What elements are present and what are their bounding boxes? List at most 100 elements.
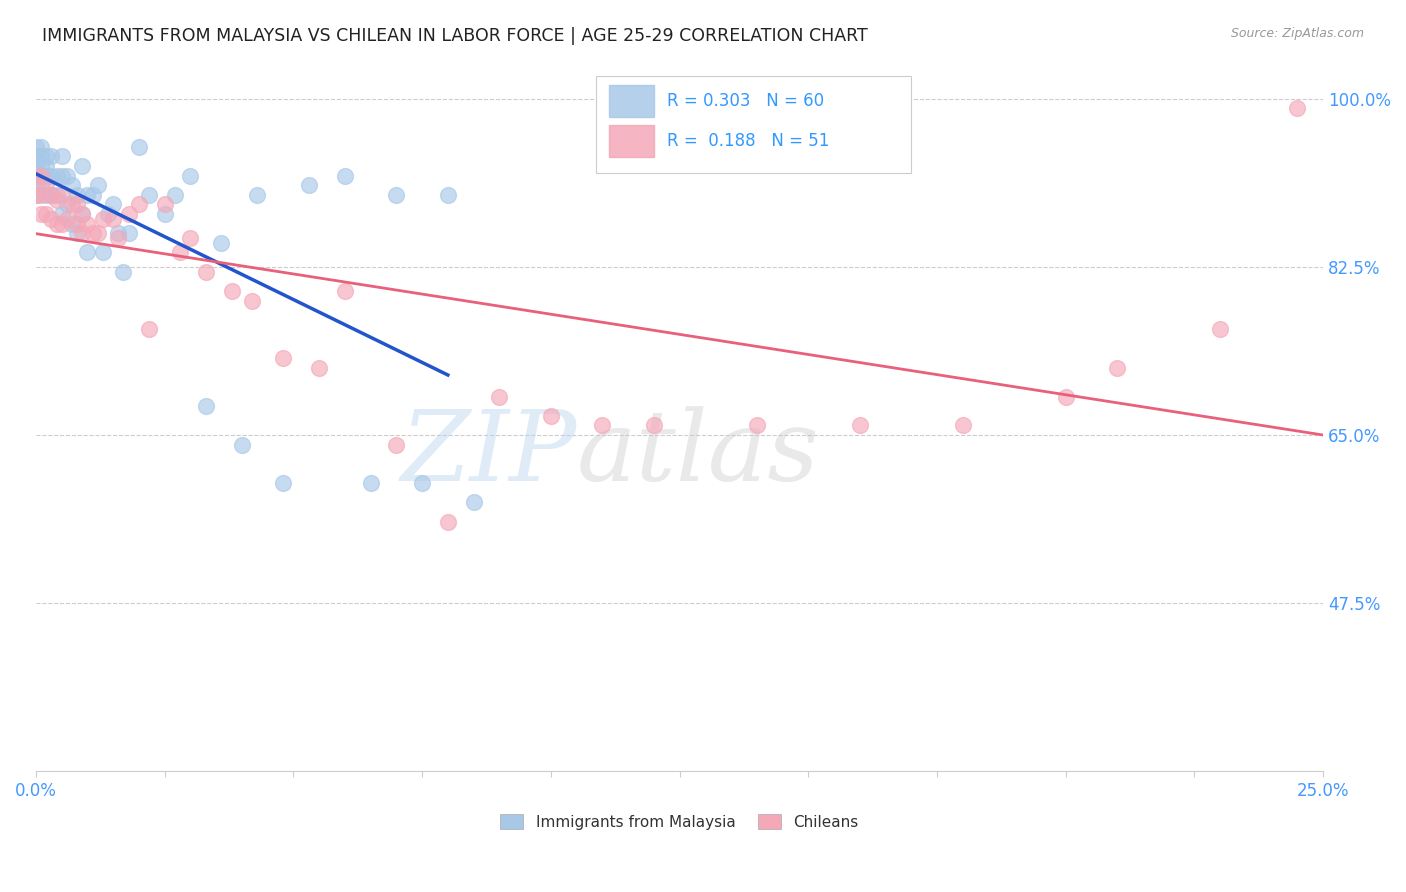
Point bbox=[25, 178, 48, 193]
Point bbox=[221, 284, 243, 298]
Point bbox=[271, 476, 294, 491]
Point bbox=[30, 159, 52, 173]
Point bbox=[25, 149, 48, 163]
Point bbox=[51, 207, 73, 221]
Point bbox=[101, 197, 124, 211]
Point bbox=[66, 187, 89, 202]
Point bbox=[231, 437, 253, 451]
Point bbox=[87, 226, 110, 240]
Text: ZIP: ZIP bbox=[401, 407, 576, 502]
Point bbox=[643, 418, 665, 433]
Point bbox=[1286, 101, 1309, 115]
Point bbox=[30, 169, 52, 183]
Point bbox=[591, 418, 613, 433]
Legend: Immigrants from Malaysia, Chileans: Immigrants from Malaysia, Chileans bbox=[495, 807, 865, 836]
Point bbox=[51, 217, 73, 231]
Point bbox=[82, 226, 104, 240]
Point bbox=[60, 178, 83, 193]
Point bbox=[35, 207, 58, 221]
Point bbox=[25, 187, 48, 202]
Point bbox=[107, 231, 129, 245]
Point bbox=[112, 265, 135, 279]
Point bbox=[45, 187, 67, 202]
FancyBboxPatch shape bbox=[596, 76, 911, 173]
Point bbox=[25, 154, 48, 169]
Bar bbox=[609, 125, 654, 157]
Point bbox=[35, 169, 58, 183]
Point bbox=[153, 197, 176, 211]
Point bbox=[91, 211, 114, 226]
Point bbox=[56, 211, 79, 226]
Text: R = 0.303   N = 60: R = 0.303 N = 60 bbox=[666, 92, 824, 110]
Point bbox=[1054, 390, 1077, 404]
Point bbox=[128, 197, 150, 211]
Point bbox=[41, 211, 63, 226]
Point bbox=[41, 169, 63, 183]
Point bbox=[333, 284, 356, 298]
Point bbox=[179, 231, 201, 245]
Point bbox=[540, 409, 562, 423]
Point bbox=[179, 169, 201, 183]
Point bbox=[952, 418, 974, 433]
Point bbox=[153, 207, 176, 221]
Point bbox=[66, 226, 89, 240]
Point bbox=[1209, 322, 1232, 336]
Point bbox=[117, 226, 139, 240]
Point bbox=[30, 178, 52, 193]
Point bbox=[35, 159, 58, 173]
Point bbox=[385, 437, 408, 451]
Point bbox=[138, 187, 160, 202]
Point bbox=[51, 187, 73, 202]
Point bbox=[169, 245, 191, 260]
Point bbox=[25, 169, 48, 183]
Point bbox=[30, 140, 52, 154]
Point bbox=[101, 211, 124, 226]
Point bbox=[51, 169, 73, 183]
Bar bbox=[609, 86, 654, 117]
Point bbox=[333, 169, 356, 183]
Point bbox=[246, 187, 269, 202]
Point bbox=[41, 149, 63, 163]
Point bbox=[128, 140, 150, 154]
Point bbox=[51, 149, 73, 163]
Point bbox=[25, 187, 48, 202]
Point bbox=[194, 265, 217, 279]
Point bbox=[308, 360, 330, 375]
Point bbox=[271, 351, 294, 366]
Point bbox=[463, 495, 485, 509]
Point bbox=[72, 207, 94, 221]
Text: R =  0.188   N = 51: R = 0.188 N = 51 bbox=[666, 132, 830, 150]
Point bbox=[107, 226, 129, 240]
Point bbox=[87, 178, 110, 193]
Point bbox=[209, 235, 232, 250]
Point bbox=[72, 159, 94, 173]
Text: IMMIGRANTS FROM MALAYSIA VS CHILEAN IN LABOR FORCE | AGE 25-29 CORRELATION CHART: IMMIGRANTS FROM MALAYSIA VS CHILEAN IN L… bbox=[42, 27, 868, 45]
Point bbox=[76, 217, 98, 231]
Point bbox=[41, 187, 63, 202]
Point bbox=[45, 193, 67, 207]
Point bbox=[437, 515, 460, 529]
Point bbox=[437, 187, 460, 202]
Point bbox=[35, 178, 58, 193]
Point bbox=[411, 476, 433, 491]
Point bbox=[240, 293, 263, 308]
Point bbox=[194, 399, 217, 413]
Point bbox=[91, 245, 114, 260]
Point bbox=[848, 418, 870, 433]
Text: atlas: atlas bbox=[576, 407, 820, 502]
Point bbox=[360, 476, 382, 491]
Point bbox=[72, 226, 94, 240]
Point bbox=[30, 207, 52, 221]
Point bbox=[76, 245, 98, 260]
Text: Source: ZipAtlas.com: Source: ZipAtlas.com bbox=[1230, 27, 1364, 40]
Point bbox=[117, 207, 139, 221]
Point bbox=[41, 187, 63, 202]
Point bbox=[66, 197, 89, 211]
Point bbox=[45, 169, 67, 183]
Point bbox=[745, 418, 768, 433]
Point bbox=[25, 159, 48, 173]
Point bbox=[60, 217, 83, 231]
Point bbox=[35, 149, 58, 163]
Point bbox=[45, 217, 67, 231]
Point bbox=[35, 187, 58, 202]
